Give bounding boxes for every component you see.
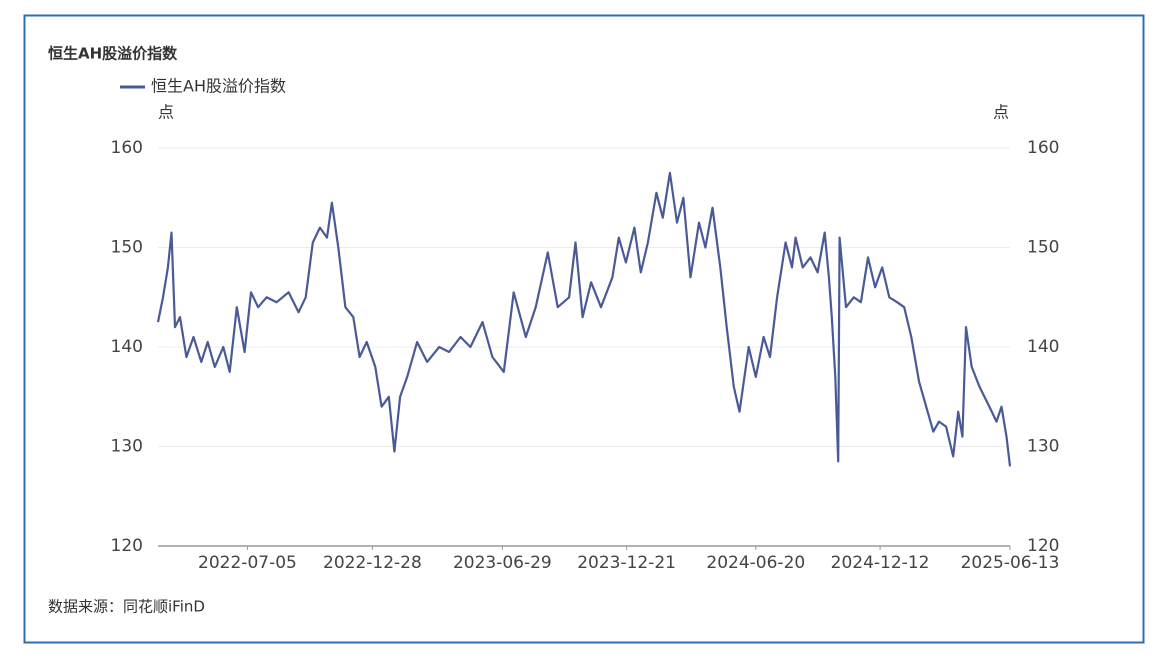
y-tick-label: 130 (111, 437, 143, 457)
y2-tick-label: 160 (1027, 138, 1059, 158)
x-tick-label: 2025-06-13 (961, 553, 1060, 573)
source-note: 数据来源：同花顺iFinD (48, 598, 205, 616)
y-axis-label: 点 (158, 103, 174, 122)
y2-tick-label: 130 (1027, 437, 1059, 457)
y2-tick-label: 140 (1027, 337, 1059, 357)
chart-title: 恒生AH股溢价指数 (48, 45, 178, 63)
x-tick-label: 2022-07-05 (198, 553, 297, 573)
x-tick-label: 2023-12-21 (577, 553, 676, 573)
x-tick-label: 2024-06-20 (706, 553, 805, 573)
x-tick-label: 2024-12-12 (831, 553, 930, 573)
x-tick-label: 2022-12-28 (323, 553, 422, 573)
line-series (156, 171, 1012, 467)
y2-tick-label: 150 (1027, 238, 1059, 258)
y-tick-label: 120 (111, 536, 143, 556)
y-tick-label: 150 (111, 238, 143, 258)
y-tick-label: 140 (111, 337, 143, 357)
x-tick-label: 2023-06-29 (453, 553, 552, 573)
legend-label: 恒生AH股溢价指数 (151, 77, 286, 96)
frame (23, 14, 1145, 644)
y2-tick-label: 120 (1027, 536, 1059, 556)
y2-axis-label: 点 (993, 103, 1009, 122)
y-tick-label: 160 (111, 138, 143, 158)
